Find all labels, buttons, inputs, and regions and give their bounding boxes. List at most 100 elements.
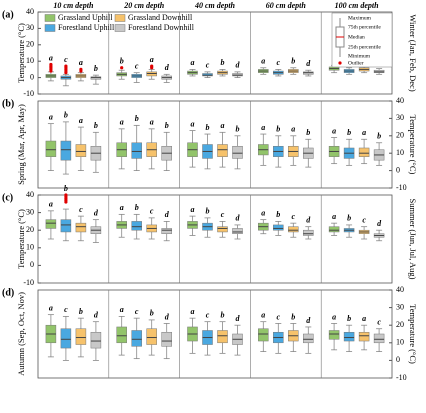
significance-letter: d [377,219,382,228]
legend-swatch [44,24,56,32]
box [273,224,284,231]
y-tick-label: -10 [23,89,34,98]
box [328,226,340,233]
depth-label: 40 cm depth [194,1,236,10]
significance-letter: c [206,61,210,70]
outlier [79,67,83,71]
y-axis-label-right: Temperature (°C) [408,115,418,175]
key-label: Maximum [348,15,372,21]
legend-swatch [114,14,126,22]
y-axis-label-left: Spring (Mar, Apr, May) [16,104,26,185]
significance-letter: a [332,126,336,135]
box [258,328,269,342]
significance-letter: a [120,203,124,212]
significance-letter: c [79,205,83,214]
box [90,331,102,349]
significance-letter: c [135,307,139,316]
outlier [49,62,53,67]
y-tick-label: 30 [396,302,404,311]
significance-letter: c [277,312,281,321]
outlier [150,64,154,68]
panel-label: (a) [2,9,14,20]
box [75,328,87,345]
significance-letter: b [135,114,139,123]
y-tick-label: 10 [26,243,34,252]
significance-letter: b [291,312,295,321]
significance-letter: b [79,307,83,316]
box [131,142,142,159]
depth-label: 100 cm depth [335,1,380,10]
legend-swatch [44,14,56,22]
significance-letter: a [261,208,265,217]
y-tick-label: -10 [396,183,407,192]
significance-letter: b [291,57,295,66]
box [288,226,299,233]
y-tick-label: 10 [26,56,34,65]
significance-letter: a [221,121,225,130]
key-label: Minimum [348,53,371,59]
significance-letter: a [79,58,83,67]
significance-letter: c [150,207,154,216]
box [303,333,314,344]
significance-letter: b [206,123,210,132]
y-tick-label: 0 [30,260,34,269]
box [45,219,57,229]
significance-letter: a [49,200,53,209]
legend-label: Forestland Downhill [128,23,195,32]
legend-label: Forestland Uphill [58,23,115,32]
significance-letter: a [49,303,53,312]
y-tick-label: 0 [396,165,400,174]
box [328,330,340,340]
significance-letter: b [347,314,351,323]
depth-label: 20 cm depth [123,1,165,10]
box [116,326,127,344]
depth-label: 10 cm depth [53,1,94,10]
box [358,147,370,157]
significance-letter: d [306,316,311,325]
y-axis-label-left: Autumn (Sep, Oct, Nov) [16,292,26,376]
significance-letter: b [377,132,381,141]
significance-letter: d [306,216,311,225]
significance-letter: c [206,311,210,320]
significance-letter: a [191,119,195,128]
significance-letter: a [120,305,124,314]
outlier [64,193,68,197]
box [75,144,87,157]
y-tick-label: 20 [396,131,404,140]
y-tick-label: 40 [26,7,34,16]
significance-letter: a [191,307,195,316]
panel-frame [37,289,393,379]
significance-letter: a [291,125,295,134]
significance-letter: c [362,216,366,225]
y-tick-label: 40 [396,96,404,105]
key-label: 25th percentile [348,44,381,50]
significance-letter: c [64,55,68,64]
panel-label: (b) [2,98,14,109]
box [232,145,243,159]
significance-letter: a [120,118,124,127]
significance-letter: b [347,128,351,137]
significance-letter: a [79,116,83,125]
box [161,331,172,347]
legend-label: Grassland Uphill [58,13,113,22]
outlier [120,66,124,70]
y-tick-label: 10 [396,148,404,157]
y-tick-label: 40 [396,285,404,294]
significance-letter: a [191,205,195,214]
significance-letter: a [261,311,265,320]
significance-letter: d [236,314,241,323]
box [60,219,72,233]
key-outlier [338,61,342,65]
significance-letter: a [332,212,336,221]
y-axis-label-right: Summer (Jun, Jul, Aug) [408,199,418,280]
significance-letter: b [306,128,310,137]
significance-letter: b [135,203,139,212]
box [45,140,57,157]
significance-letter: a [49,112,53,121]
panel-label: (d) [2,287,14,298]
y-tick-label: 20 [26,40,34,49]
y-tick-label: -10 [23,278,34,287]
legend-swatch [114,24,126,32]
y-tick-label: 30 [396,113,404,122]
